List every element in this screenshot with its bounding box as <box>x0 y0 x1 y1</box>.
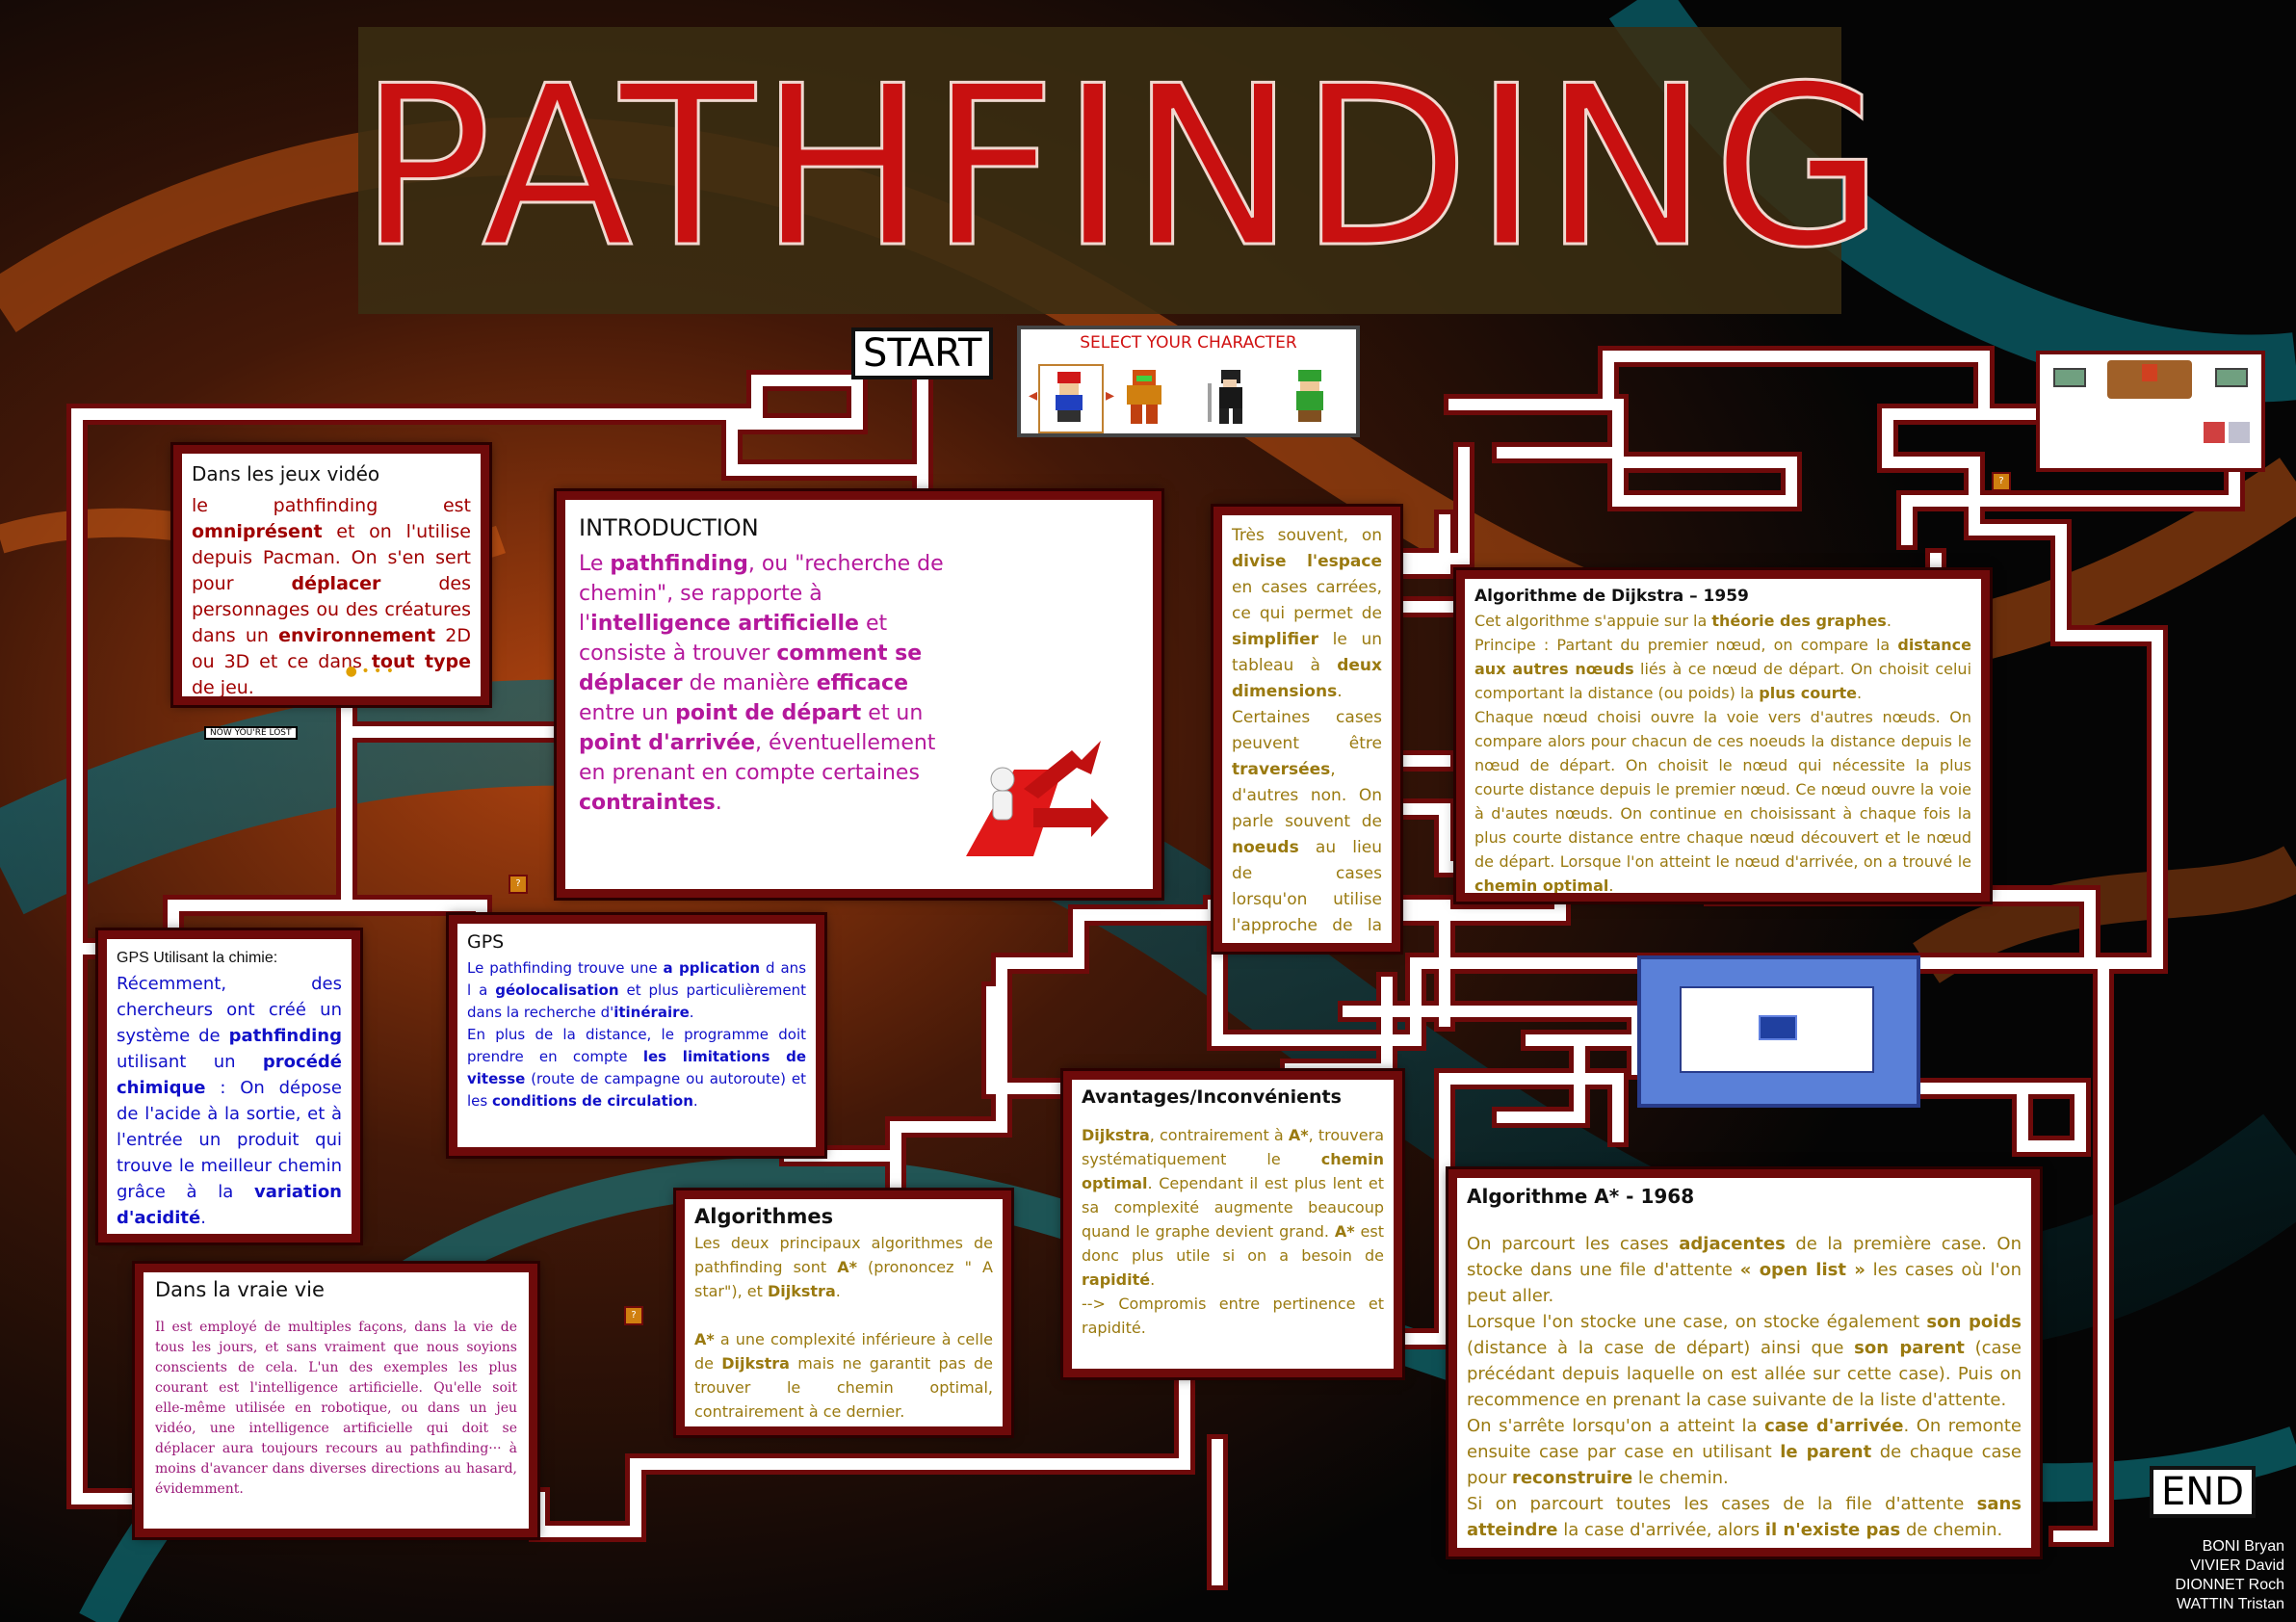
card-heading: GPS <box>467 931 505 953</box>
authors: BONI Bryan VIVIER David DIONNET Roch WAT… <box>2175 1537 2284 1614</box>
trainer-sprite-icon <box>1056 372 1083 422</box>
card-heading: Dans la vraie vie <box>155 1278 325 1301</box>
item-block-icon[interactable]: ? <box>509 875 528 894</box>
title-plate <box>358 27 1841 314</box>
card-avantages: Avantages/Inconvénients Dijkstra, contra… <box>1063 1071 1402 1377</box>
card-heading: Algorithmes <box>694 1205 834 1228</box>
arrow-right-icon[interactable]: ▸ <box>1106 385 1115 406</box>
page-title: PATHFINDING <box>357 39 1889 299</box>
samus-sprite-icon[interactable] <box>1115 366 1173 428</box>
card-introduction: INTRODUCTION Le pathfinding, ou "recherc… <box>557 491 1161 898</box>
author: VIVIER David <box>2190 1557 2284 1574</box>
card-algorithmes: Algorithmes Les deux principaux algorith… <box>676 1190 1011 1435</box>
card-dijkstra: Algorithme de Dijkstra – 1959 Cet algori… <box>1456 570 1990 902</box>
author: DIONNET Roch <box>2175 1577 2284 1593</box>
item-block-icon[interactable]: ? <box>1992 472 2011 491</box>
card-astar: Algorithme A* - 1968 On parcourt les cas… <box>1448 1169 2040 1557</box>
pacman-icon: ● • • • <box>345 664 394 679</box>
card-heading: GPS Utilisant la chimie: <box>117 950 278 966</box>
card-gps-chimie: GPS Utilisant la chimie: Récemment, des … <box>98 930 360 1243</box>
card-heading: Dans les jeux vidéo <box>192 462 380 485</box>
card-cases: Très souvent, on divise l'espace en case… <box>1213 507 1400 952</box>
arrow-left-icon[interactable]: ◂ <box>1029 385 1038 406</box>
warp-tile-icon <box>1759 1015 1797 1040</box>
card-gps: GPS Le pathfinding trouve une a pplicati… <box>449 915 824 1156</box>
card-vraie-vie: Dans la vraie vie Il est employé de mult… <box>135 1264 537 1537</box>
card-heading: Avantages/Inconvénients <box>1082 1086 1342 1108</box>
author: WATTIN Tristan <box>2177 1596 2284 1612</box>
lost-label: NOW YOU'RE LOST <box>204 726 298 740</box>
character-select[interactable]: SELECT YOUR CHARACTER ◂ ▸ <box>1017 326 1360 437</box>
swordsman-sprite-icon[interactable] <box>1202 366 1260 428</box>
character-slot-selected[interactable] <box>1038 364 1104 433</box>
author: BONI Bryan <box>2202 1538 2284 1555</box>
start-label: START <box>851 327 994 379</box>
pokecenter-room-image <box>2036 351 2265 472</box>
item-block-icon[interactable]: ? <box>624 1306 643 1325</box>
select-character-label: SELECT YOUR CHARACTER <box>1080 333 1297 353</box>
card-jeux-video: Dans les jeux vidéo le pathfinding est o… <box>173 445 489 705</box>
warp-room-image <box>1637 955 1920 1108</box>
card-heading: INTRODUCTION <box>579 514 759 541</box>
card-heading: Algorithme de Dijkstra – 1959 <box>1474 587 1749 606</box>
end-label: END <box>2150 1466 2256 1518</box>
direction-arrows-image <box>966 741 1109 856</box>
card-heading: Algorithme A* - 1968 <box>1467 1185 1695 1208</box>
link-sprite-icon[interactable] <box>1281 366 1339 428</box>
